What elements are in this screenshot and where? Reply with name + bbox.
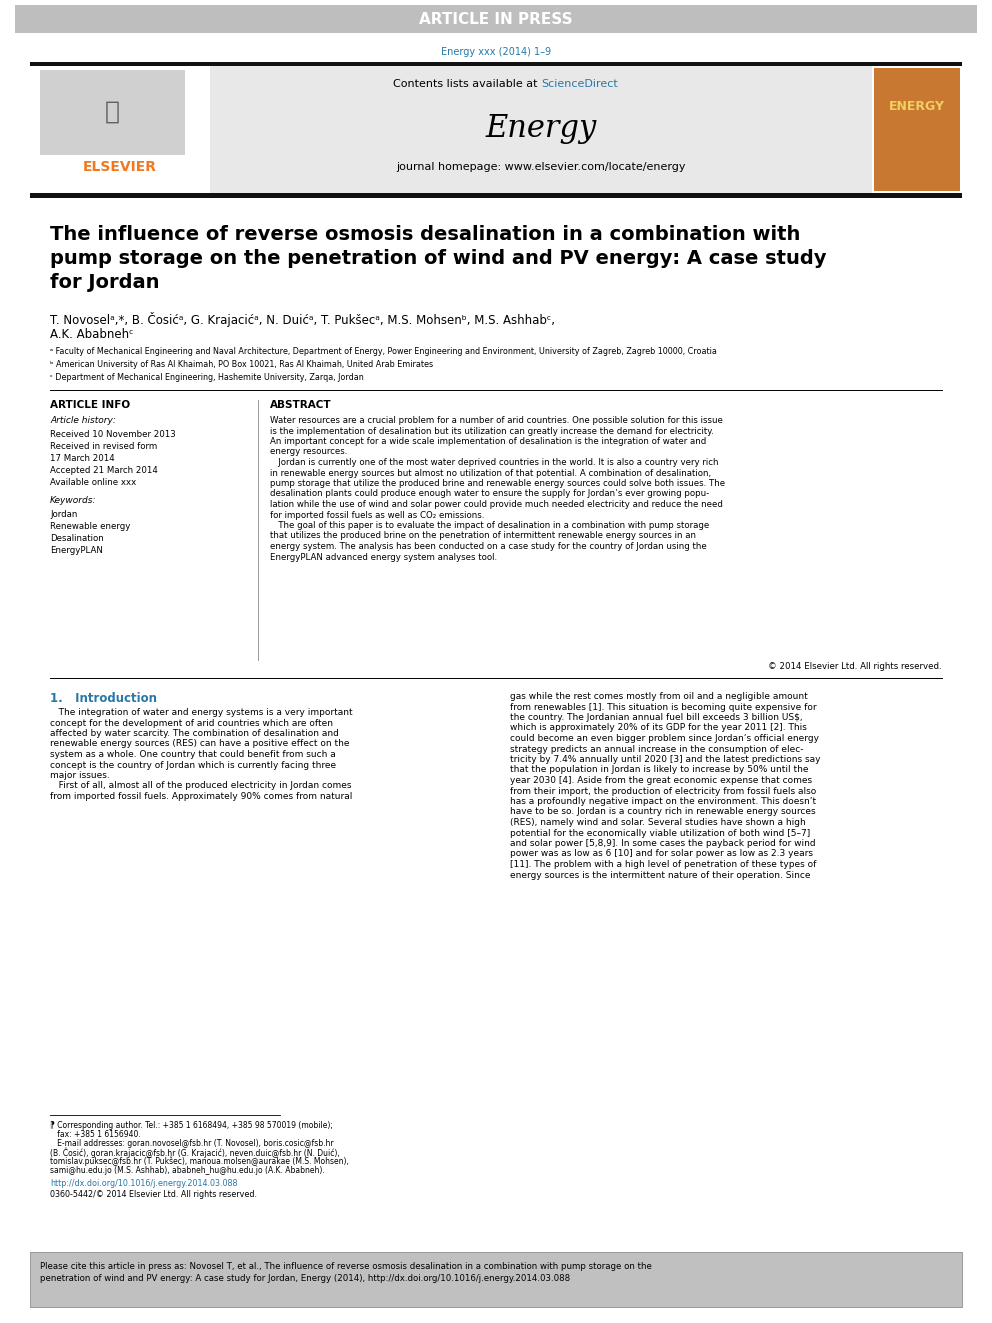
Text: from renewables [1]. This situation is becoming quite expensive for: from renewables [1]. This situation is b… (510, 703, 816, 712)
Text: journal homepage: www.elsevier.com/locate/energy: journal homepage: www.elsevier.com/locat… (396, 161, 685, 172)
Text: ARTICLE IN PRESS: ARTICLE IN PRESS (420, 12, 572, 26)
Text: An important concept for a wide scale implementation of desalination is the inte: An important concept for a wide scale im… (270, 437, 706, 446)
Text: Received 10 November 2013: Received 10 November 2013 (50, 430, 176, 439)
Text: for imported fossil fuels as well as CO₂ emissions.: for imported fossil fuels as well as CO₂… (270, 511, 484, 520)
Text: desalination plants could produce enough water to ensure the supply for Jordan’s: desalination plants could produce enough… (270, 490, 709, 499)
Text: 🌳: 🌳 (104, 101, 119, 124)
Text: [11]. The problem with a high level of penetration of these types of: [11]. The problem with a high level of p… (510, 860, 816, 869)
Text: sami@hu.edu.jo (M.S. Ashhab), ababneh_hu@hu.edu.jo (A.K. Ababneh).: sami@hu.edu.jo (M.S. Ashhab), ababneh_hu… (50, 1166, 324, 1175)
Text: fax: +385 1 6156940.: fax: +385 1 6156940. (50, 1130, 141, 1139)
Text: (RES), namely wind and solar. Several studies have shown a high: (RES), namely wind and solar. Several st… (510, 818, 806, 827)
Text: ARTICLE INFO: ARTICLE INFO (50, 400, 130, 410)
Bar (40, 70, 185, 155)
Bar (30, 66, 210, 193)
Text: ⁋ Corresponding author. Tel.: +385 1 6168494, +385 98 570019 (mobile);: ⁋ Corresponding author. Tel.: +385 1 616… (50, 1121, 333, 1130)
Text: ENERGY: ENERGY (889, 101, 945, 114)
Text: penetration of wind and PV energy: A case study for Jordan, Energy (2014), http:: penetration of wind and PV energy: A cas… (40, 1274, 570, 1283)
Text: affected by water scarcity. The combination of desalination and: affected by water scarcity. The combinat… (50, 729, 339, 738)
Text: is the implementation of desalination but its utilization can greatly increase t: is the implementation of desalination bu… (270, 426, 714, 435)
Text: Energy xxx (2014) 1–9: Energy xxx (2014) 1–9 (440, 48, 552, 57)
Text: (B. Čosić), goran.krajacic@fsb.hr (G. Krajacić), neven.duic@fsb.hr (N. Duić),: (B. Čosić), goran.krajacic@fsb.hr (G. Kr… (50, 1148, 339, 1159)
Text: ᵃ Faculty of Mechanical Engineering and Naval Architecture, Department of Energy: ᵃ Faculty of Mechanical Engineering and … (50, 347, 717, 356)
Text: T. Novoselᵃ,*, B. Čosićᵃ, G. Krajacićᵃ, N. Duićᵃ, T. Pukšecᵃ, M.S. Mohsenᵇ, M.S.: T. Novoselᵃ,*, B. Čosićᵃ, G. Krajacićᵃ, … (50, 312, 555, 327)
Text: Contents lists available at: Contents lists available at (393, 79, 541, 89)
Text: has a profoundly negative impact on the environment. This doesn’t: has a profoundly negative impact on the … (510, 796, 816, 806)
Text: tomislav.puksec@fsb.hr (T. Pukšec), manoua.molsen@aurakae (M.S. Mohsen),: tomislav.puksec@fsb.hr (T. Pukšec), mano… (50, 1158, 349, 1167)
Text: gas while the rest comes mostly from oil and a negligible amount: gas while the rest comes mostly from oil… (510, 692, 807, 701)
Text: have to be so. Jordan is a country rich in renewable energy sources: have to be so. Jordan is a country rich … (510, 807, 815, 816)
Text: ABSTRACT: ABSTRACT (270, 400, 331, 410)
Text: concept is the country of Jordan which is currently facing three: concept is the country of Jordan which i… (50, 761, 336, 770)
Text: ᵇ American University of Ras Al Khaimah, PO Box 10021, Ras Al Khaimah, United Ar: ᵇ American University of Ras Al Khaimah,… (50, 360, 434, 369)
Text: and solar power [5,8,9]. In some cases the payback period for wind: and solar power [5,8,9]. In some cases t… (510, 839, 815, 848)
Text: Jordan: Jordan (50, 509, 77, 519)
Text: Renewable energy: Renewable energy (50, 523, 130, 531)
Text: concept for the development of arid countries which are often: concept for the development of arid coun… (50, 718, 333, 728)
Text: Jordan is currently one of the most water deprived countries in the world. It is: Jordan is currently one of the most wate… (270, 458, 718, 467)
Text: EnergyPLAN advanced energy system analyses tool.: EnergyPLAN advanced energy system analys… (270, 553, 497, 561)
Text: energy sources is the intermittent nature of their operation. Since: energy sources is the intermittent natur… (510, 871, 810, 880)
Text: from imported fossil fuels. Approximately 90% comes from natural: from imported fossil fuels. Approximatel… (50, 792, 352, 800)
Text: Please cite this article in press as: Novosel T, et al., The influence of revers: Please cite this article in press as: No… (40, 1262, 652, 1271)
Text: year 2030 [4]. Aside from the great economic expense that comes: year 2030 [4]. Aside from the great econ… (510, 777, 812, 785)
Text: which is approximately 20% of its GDP for the year 2011 [2]. This: which is approximately 20% of its GDP fo… (510, 724, 806, 733)
Bar (30, 62, 962, 66)
Text: First of all, almost all of the produced electricity in Jordan comes: First of all, almost all of the produced… (50, 782, 351, 791)
Text: power was as low as 6 [10] and for solar power as low as 2.3 years: power was as low as 6 [10] and for solar… (510, 849, 813, 859)
Text: renewable energy sources (RES) can have a positive effect on the: renewable energy sources (RES) can have … (50, 740, 349, 749)
Bar (30, 1252, 962, 1307)
Text: Energy: Energy (485, 114, 596, 144)
Text: tricity by 7.4% annually until 2020 [3] and the latest predictions say: tricity by 7.4% annually until 2020 [3] … (510, 755, 820, 763)
Text: The influence of reverse osmosis desalination in a combination with
pump storage: The influence of reverse osmosis desalin… (50, 225, 826, 292)
Text: 17 March 2014: 17 March 2014 (50, 454, 115, 463)
Text: Available online xxx: Available online xxx (50, 478, 136, 487)
Text: major issues.: major issues. (50, 771, 110, 781)
Text: Keywords:: Keywords: (50, 496, 96, 505)
Text: lation while the use of wind and solar power could provide much needed electrici: lation while the use of wind and solar p… (270, 500, 723, 509)
Text: ᶜ Department of Mechanical Engineering, Hashemite University, Zarqa, Jordan: ᶜ Department of Mechanical Engineering, … (50, 373, 364, 382)
Text: The integration of water and energy systems is a very important: The integration of water and energy syst… (50, 708, 352, 717)
Text: pump storage that utilize the produced brine and renewable energy sources could : pump storage that utilize the produced b… (270, 479, 725, 488)
Text: 1.   Introduction: 1. Introduction (50, 692, 157, 705)
Text: that utilizes the produced brine on the penetration of intermittent renewable en: that utilizes the produced brine on the … (270, 532, 696, 541)
Text: The goal of this paper is to evaluate the impact of desalination in a combinatio: The goal of this paper is to evaluate th… (270, 521, 709, 531)
Text: Desalination: Desalination (50, 534, 104, 542)
Text: E-mail addresses: goran.novosel@fsb.hr (T. Novosel), boris.cosic@fsb.hr: E-mail addresses: goran.novosel@fsb.hr (… (50, 1139, 333, 1148)
Text: the country. The Jordanian annual fuel bill exceeds 3 billion US$,: the country. The Jordanian annual fuel b… (510, 713, 803, 722)
Text: Accepted 21 March 2014: Accepted 21 March 2014 (50, 466, 158, 475)
Text: Water resources are a crucial problem for a number of arid countries. One possib: Water resources are a crucial problem fo… (270, 415, 723, 425)
Text: 0360-5442/© 2014 Elsevier Ltd. All rights reserved.: 0360-5442/© 2014 Elsevier Ltd. All right… (50, 1189, 257, 1199)
Bar (15, 5, 977, 33)
Bar (210, 66, 872, 193)
Bar (30, 193, 962, 198)
Text: energy system. The analysis has been conducted on a case study for the country o: energy system. The analysis has been con… (270, 542, 706, 550)
Text: Received in revised form: Received in revised form (50, 442, 158, 451)
Text: from their import, the production of electricity from fossil fuels also: from their import, the production of ele… (510, 786, 816, 795)
Text: potential for the economically viable utilization of both wind [5–7]: potential for the economically viable ut… (510, 828, 810, 837)
Text: that the population in Jordan is likely to increase by 50% until the: that the population in Jordan is likely … (510, 766, 808, 774)
Text: in renewable energy sources but almost no utilization of that potential. A combi: in renewable energy sources but almost n… (270, 468, 711, 478)
Text: could become an even bigger problem since Jordan’s official energy: could become an even bigger problem sinc… (510, 734, 819, 744)
Bar (872, 66, 962, 193)
Text: ELSEVIER: ELSEVIER (83, 160, 157, 175)
Text: ScienceDirect: ScienceDirect (541, 79, 618, 89)
Text: Article history:: Article history: (50, 415, 116, 425)
Text: strategy predicts an annual increase in the consumption of elec-: strategy predicts an annual increase in … (510, 745, 804, 754)
Text: energy resources.: energy resources. (270, 447, 347, 456)
Bar (874, 67, 960, 191)
Text: system as a whole. One country that could benefit from such a: system as a whole. One country that coul… (50, 750, 335, 759)
Text: EnergyPLAN: EnergyPLAN (50, 546, 103, 556)
Text: A.K. Ababnehᶜ: A.K. Ababnehᶜ (50, 328, 134, 341)
Text: © 2014 Elsevier Ltd. All rights reserved.: © 2014 Elsevier Ltd. All rights reserved… (769, 662, 942, 671)
Text: http://dx.doi.org/10.1016/j.energy.2014.03.088: http://dx.doi.org/10.1016/j.energy.2014.… (50, 1179, 237, 1188)
